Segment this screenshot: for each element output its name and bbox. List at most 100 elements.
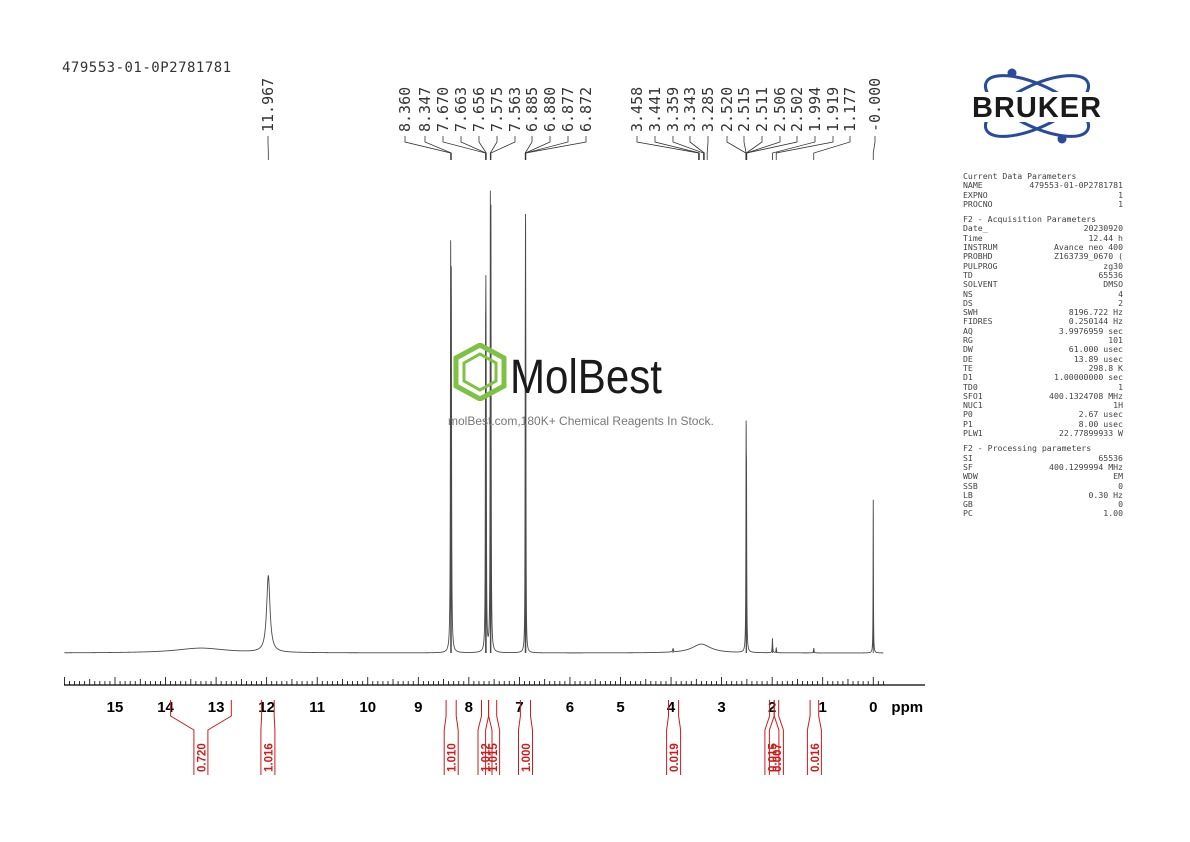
param-value: 13.89 usec xyxy=(1073,353,1123,364)
tick-label: 14 xyxy=(157,699,174,716)
peak-label: 2.506 xyxy=(771,87,789,132)
param-value: 0.30 Hz xyxy=(1088,489,1123,500)
param-row: WDW EM xyxy=(963,471,1123,481)
peak-connector xyxy=(872,136,876,160)
param-key: PC xyxy=(963,508,973,519)
integral-bracket xyxy=(778,700,784,775)
peak-connector xyxy=(772,136,816,160)
param-key: NUC1 xyxy=(963,400,983,411)
param-key: PULPROG xyxy=(963,260,998,271)
param-value: 3.9976959 sec xyxy=(1058,325,1123,336)
acquisition-params: Date_ 20230920 Time 12.44 h INSTRUM Avance ne… xyxy=(963,224,1123,438)
param-key: RG xyxy=(963,335,973,346)
peak-label: 6.877 xyxy=(559,87,577,132)
param-key: NS xyxy=(963,288,973,299)
integral-value: 1.015 xyxy=(488,743,500,772)
tick-label: 1 xyxy=(819,699,827,716)
param-value: 400.1299994 MHz xyxy=(1049,461,1123,472)
param-row: DS 2 xyxy=(963,297,1123,308)
ppm-axis: 15 14 13 12 11 10 9 8 7 6 5 4 3 2 1 0 ppm xyxy=(64,677,925,716)
peak-label: 6.872 xyxy=(577,87,595,132)
acquisition-params-title: F2 - Acquisition Parameters xyxy=(963,214,1097,225)
peak-connector xyxy=(404,136,452,160)
param-value: 12.44 h xyxy=(1088,232,1123,243)
param-value: 20230920 xyxy=(1083,223,1123,234)
param-value: 1.00 xyxy=(1103,508,1123,519)
param-key: PROCNO xyxy=(963,198,993,209)
param-key: D1 xyxy=(963,372,973,383)
param-key: PLW1 xyxy=(963,428,983,439)
param-key: FIDRES xyxy=(963,316,993,327)
tick-label: 3 xyxy=(717,699,725,716)
peak-connector xyxy=(813,136,851,160)
peak-label: 8.347 xyxy=(416,87,434,132)
peak-connector xyxy=(424,136,452,160)
param-value: 61.000 usec xyxy=(1068,344,1123,355)
integral-bracket xyxy=(443,700,447,775)
param-key: DS xyxy=(963,297,973,308)
param-row: NS 4 xyxy=(963,288,1123,299)
param-key: PROBHD xyxy=(963,251,993,262)
integral-bracket xyxy=(260,700,263,775)
parameters-panel: Current Data Parameters NAME 479553-01-0P… xyxy=(963,171,1123,519)
param-row: PLW1 22.77899933 W xyxy=(963,428,1123,439)
param-row: SWH 8196.722 Hz xyxy=(963,307,1123,317)
param-value: Avance neo 400 xyxy=(1053,242,1123,253)
param-value: 400.1324708 MHz xyxy=(1049,390,1123,401)
param-value: 2 xyxy=(1118,297,1123,308)
integral-value: 0.720 xyxy=(196,743,208,772)
param-row: SFO1 400.1324708 MHz xyxy=(963,390,1123,401)
param-value: 22.77899933 W xyxy=(1058,428,1123,439)
peak-label: 8.360 xyxy=(396,87,414,132)
param-key: P0 xyxy=(963,409,973,420)
param-row: AQ 3.9976959 sec xyxy=(963,325,1123,336)
param-row: DW 61.000 usec xyxy=(963,344,1123,355)
param-key: TE xyxy=(963,362,973,373)
param-row: SOLVENT DMSO xyxy=(963,279,1123,290)
param-row: P0 2.67 usec xyxy=(963,409,1123,420)
peak-connector xyxy=(525,136,587,160)
peak-label: 6.880 xyxy=(541,87,559,132)
integral-value: 0.015 xyxy=(767,743,779,772)
param-row: LB 0.30 Hz xyxy=(963,489,1123,500)
peak-connector xyxy=(489,136,498,160)
param-value: 298.8 K xyxy=(1088,362,1123,373)
peak-connector xyxy=(706,136,709,160)
tick-label: 11 xyxy=(309,699,325,716)
peak-connector xyxy=(743,136,747,160)
param-value: 479553-01-0P2781781 xyxy=(1029,180,1123,191)
peak-connector xyxy=(746,136,798,160)
peak-connector xyxy=(745,136,763,160)
param-value: 65536 xyxy=(1098,452,1123,463)
param-key: DE xyxy=(963,353,973,364)
integral-value: 1.010 xyxy=(447,743,459,772)
param-key: AQ xyxy=(963,325,973,336)
peak-label-group: 11.967 8.360 8.347 7.670 7.663 7.656 7.575 7.56… xyxy=(259,78,884,132)
param-row: Time 12.44 h xyxy=(963,232,1123,243)
peak-label: 7.670 xyxy=(434,87,452,132)
integral-bracket xyxy=(678,700,682,775)
bruker-logo-text: BRUKER xyxy=(972,92,1102,124)
param-row: TD0 1 xyxy=(963,382,1123,392)
param-row: TE 298.8 K xyxy=(963,362,1123,373)
param-row: RG 101 xyxy=(963,335,1123,346)
param-value: 0.250144 Hz xyxy=(1068,316,1123,327)
peak-label: 2.511 xyxy=(753,87,771,132)
peak-label: 3.343 xyxy=(681,87,699,132)
integral-bracket xyxy=(485,700,490,775)
param-row: SSB 0 xyxy=(963,481,1123,491)
peak-label: 6.885 xyxy=(523,87,541,132)
param-value: 65536 xyxy=(1098,269,1123,280)
param-key: Time xyxy=(963,232,983,243)
tick-label: 7 xyxy=(515,699,523,716)
param-value: DMSO xyxy=(1103,279,1123,290)
peak-connector xyxy=(775,136,834,160)
param-key: LB xyxy=(963,489,973,500)
tick-label: 10 xyxy=(359,699,376,716)
tick-label: 5 xyxy=(616,699,624,716)
param-value: 1 xyxy=(1118,189,1123,200)
integral-bracket xyxy=(273,700,276,775)
param-row: GB 0 xyxy=(963,499,1123,509)
